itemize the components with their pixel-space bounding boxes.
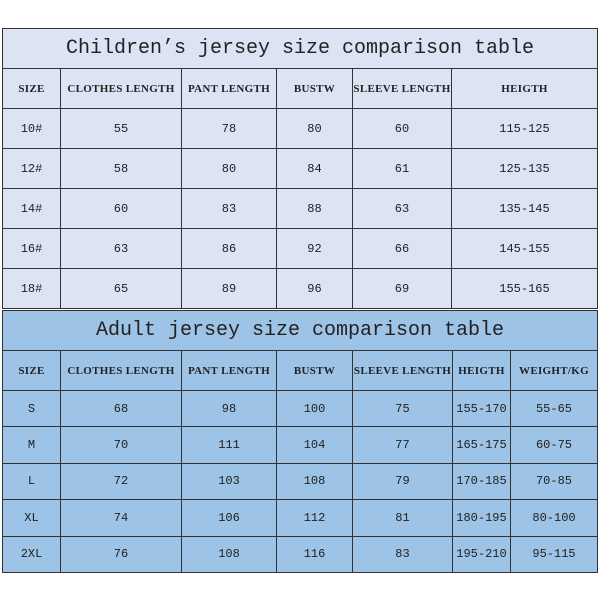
table-cell: 76 <box>60 535 182 573</box>
table-cell: 83 <box>181 188 277 229</box>
table-cell: L <box>2 462 61 501</box>
table-cell: 135-145 <box>451 188 598 229</box>
column-header: SIZE <box>2 350 61 391</box>
column-header: HEIGTH <box>452 350 511 391</box>
table-cell: 81 <box>352 499 453 537</box>
table-cell: 75 <box>352 389 453 428</box>
table-cell: 72 <box>60 462 182 501</box>
table-cell: 96 <box>276 268 353 309</box>
adult-table-title: Adult jersey size comparison table <box>2 310 598 351</box>
table-row: M 70 111 104 77 165-175 60-75 <box>2 426 598 464</box>
table-cell: 92 <box>276 228 353 269</box>
table-row: 18# 65 89 96 69 155-165 <box>2 268 598 309</box>
table-cell: 55-65 <box>510 389 598 428</box>
table-cell: 63 <box>60 228 182 269</box>
table-cell: 61 <box>352 148 452 189</box>
table-cell: 88 <box>276 188 353 229</box>
table-cell: M <box>2 426 61 464</box>
table-cell: 89 <box>181 268 277 309</box>
table-cell: 103 <box>181 462 277 501</box>
table-cell: 108 <box>276 462 353 501</box>
table-cell: 195-210 <box>452 535 511 573</box>
column-header: BUSTW <box>276 350 353 391</box>
table-cell: 155-165 <box>451 268 598 309</box>
children-size-table: Children’s jersey size comparison table … <box>2 28 598 309</box>
table-cell: 60 <box>352 108 452 149</box>
column-header: BUSTW <box>276 68 353 109</box>
table-cell: 12# <box>2 148 61 189</box>
table-cell: 70-85 <box>510 462 598 501</box>
column-header: SLEEVE LENGTH <box>352 350 453 391</box>
column-header: CLOTHES LENGTH <box>60 350 182 391</box>
table-cell: XL <box>2 499 61 537</box>
table-cell: 180-195 <box>452 499 511 537</box>
table-cell: 60-75 <box>510 426 598 464</box>
table-cell: 170-185 <box>452 462 511 501</box>
children-table-title: Children’s jersey size comparison table <box>2 28 598 69</box>
table-row: XL 74 106 112 81 180-195 80-100 <box>2 499 598 537</box>
table-cell: 112 <box>276 499 353 537</box>
adult-size-table: Adult jersey size comparison table SIZE C… <box>2 310 598 573</box>
table-row: 2XL 76 108 116 83 195-210 95-115 <box>2 535 598 573</box>
table-cell: 106 <box>181 499 277 537</box>
table-cell: 86 <box>181 228 277 269</box>
table-cell: 98 <box>181 389 277 428</box>
table-cell: 63 <box>352 188 452 229</box>
table-cell: 58 <box>60 148 182 189</box>
table-cell: 79 <box>352 462 453 501</box>
column-header: PANT LENGTH <box>181 350 277 391</box>
table-cell: 77 <box>352 426 453 464</box>
table-cell: 155-170 <box>452 389 511 428</box>
table-row: 16# 63 86 92 66 145-155 <box>2 228 598 269</box>
table-cell: 70 <box>60 426 182 464</box>
table-cell: 116 <box>276 535 353 573</box>
table-cell: 69 <box>352 268 452 309</box>
column-header: WEIGHT/KG <box>510 350 598 391</box>
table-cell: 78 <box>181 108 277 149</box>
table-cell: 165-175 <box>452 426 511 464</box>
column-header: HEIGTH <box>451 68 598 109</box>
table-cell: 10# <box>2 108 61 149</box>
column-header: SLEEVE LENGTH <box>352 68 452 109</box>
table-cell: 104 <box>276 426 353 464</box>
table-cell: 14# <box>2 188 61 229</box>
table-cell: 115-125 <box>451 108 598 149</box>
table-cell: 108 <box>181 535 277 573</box>
table-cell: S <box>2 389 61 428</box>
column-header: CLOTHES LENGTH <box>60 68 182 109</box>
table-cell: 16# <box>2 228 61 269</box>
table-cell: 84 <box>276 148 353 189</box>
column-header: PANT LENGTH <box>181 68 277 109</box>
table-cell: 145-155 <box>451 228 598 269</box>
table-row: 14# 60 83 88 63 135-145 <box>2 188 598 229</box>
adult-header-row: SIZE CLOTHES LENGTH PANT LENGTH BUSTW SLEEVE… <box>2 350 598 391</box>
children-header-row: SIZE CLOTHES LENGTH PANT LENGTH BUSTW SLEEVE… <box>2 68 598 109</box>
table-cell: 111 <box>181 426 277 464</box>
table-row: 12# 58 80 84 61 125-135 <box>2 148 598 189</box>
table-cell: 83 <box>352 535 453 573</box>
table-cell: 65 <box>60 268 182 309</box>
table-cell: 80 <box>181 148 277 189</box>
table-cell: 80 <box>276 108 353 149</box>
table-cell: 55 <box>60 108 182 149</box>
table-row: S 68 98 100 75 155-170 55-65 <box>2 389 598 428</box>
table-cell: 66 <box>352 228 452 269</box>
table-cell: 60 <box>60 188 182 229</box>
table-cell: 68 <box>60 389 182 428</box>
table-cell: 2XL <box>2 535 61 573</box>
column-header: SIZE <box>2 68 61 109</box>
table-cell: 74 <box>60 499 182 537</box>
table-row: L 72 103 108 79 170-185 70-85 <box>2 462 598 501</box>
table-cell: 125-135 <box>451 148 598 189</box>
table-cell: 18# <box>2 268 61 309</box>
table-cell: 80-100 <box>510 499 598 537</box>
table-row: 10# 55 78 80 60 115-125 <box>2 108 598 149</box>
table-cell: 95-115 <box>510 535 598 573</box>
table-cell: 100 <box>276 389 353 428</box>
